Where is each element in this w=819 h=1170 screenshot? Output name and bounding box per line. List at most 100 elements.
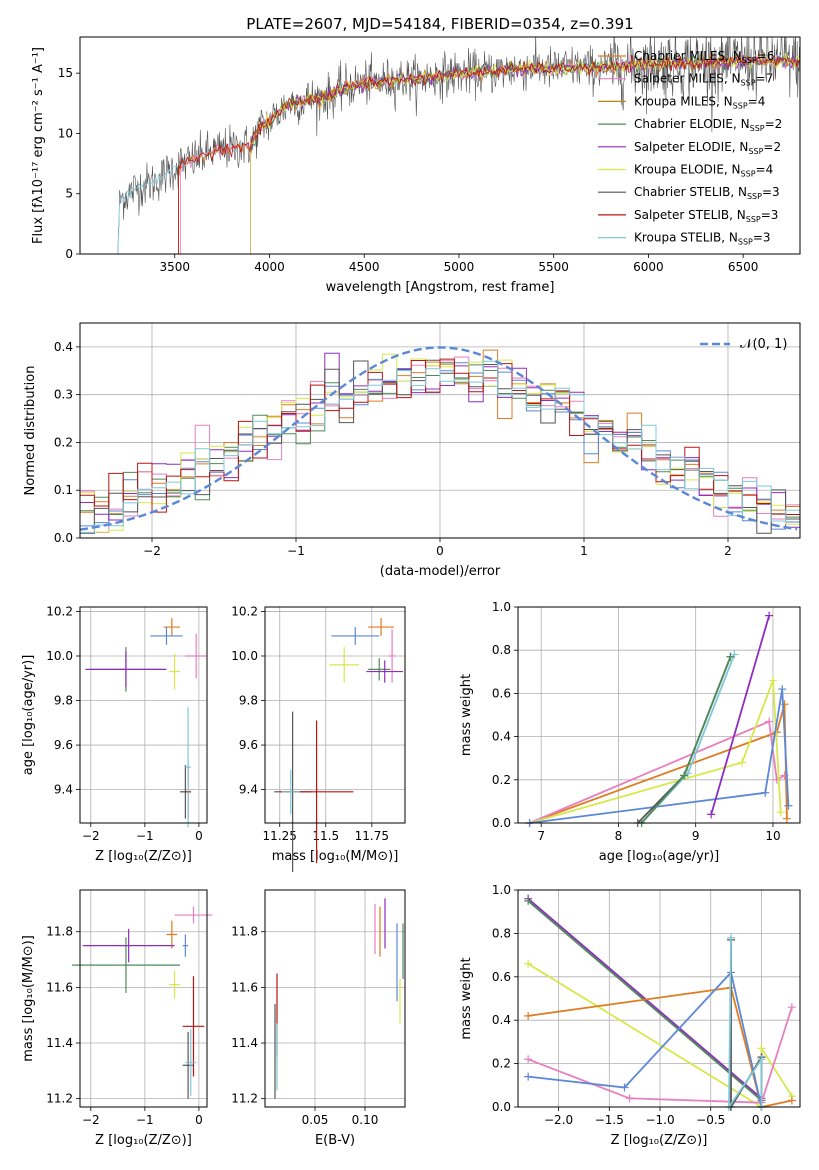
- errorbar-point: [182, 976, 205, 1077]
- y-tick-label: 0.3: [54, 388, 73, 402]
- x-tick-label: 6000: [633, 260, 664, 274]
- weight-line: [529, 688, 790, 824]
- y-tick-label: 11.2: [231, 1092, 258, 1106]
- plus-marker: [524, 959, 533, 968]
- residuals-panel: −2 −1 0 1 2 0.0 0.1 0.2 0.3 0.4 (data-model)/error…: [23, 322, 801, 579]
- weight-line: [529, 680, 782, 824]
- legend-entry: Salpeter MILES, NSSP=7: [634, 72, 773, 88]
- errorbar-point: [169, 970, 180, 999]
- x-tick-label: −1.0: [645, 1113, 674, 1127]
- x-tick-label: −1: [136, 1113, 154, 1127]
- y-tick-label: 5: [65, 187, 73, 201]
- plus-marker: [776, 808, 785, 817]
- x-axis-label: Z [log₁₀(Z/Z⊙)]: [95, 849, 192, 864]
- legend-entry: Chabrier ELODIE, NSSP=2: [634, 117, 782, 133]
- plus-marker: [738, 758, 747, 767]
- x-tick-label: 11.5: [312, 829, 339, 843]
- spectrum-panel: 3500 4000 4500 5000 5500 6000 6500 0 5 10 15 wavele…: [31, 36, 801, 295]
- plus-marker: [780, 700, 789, 709]
- y-tick-label: 0.6: [492, 970, 511, 984]
- errorbar-point: [182, 1031, 194, 1099]
- x-tick-label: 4000: [254, 260, 285, 274]
- plus-marker: [727, 933, 736, 942]
- y-tick-label: 0.4: [492, 1013, 511, 1027]
- plus-marker: [707, 810, 716, 819]
- x-tick-label: 5500: [538, 260, 569, 274]
- legend-entry: Salpeter ELODIE, NSSP=2: [634, 140, 781, 156]
- x-axis-label: (data-model)/error: [380, 564, 501, 579]
- y-tick-label: 10.0: [46, 649, 73, 663]
- spectrum-line: [250, 54, 800, 254]
- x-tick-label: 4500: [349, 260, 380, 274]
- x-axis-label: mass [log₁₀(M/M⊙)]: [272, 849, 399, 864]
- plus-marker: [524, 896, 533, 905]
- y-axis-label: age [log₁₀(age/yr)]: [21, 655, 36, 776]
- plus-marker: [524, 1011, 533, 1020]
- errorbar-point: [185, 707, 191, 828]
- x-axis-label: Z [log₁₀(Z/Z⊙)]: [95, 1133, 192, 1148]
- spectrum-line: [178, 52, 800, 254]
- x-tick-label: 0.0: [752, 1113, 771, 1127]
- y-tick-label: 11.2: [46, 1092, 73, 1106]
- x-tick-label: −2: [82, 1113, 100, 1127]
- plot-frame: [264, 606, 406, 824]
- errorbar-point: [71, 937, 180, 993]
- x-tick-label: −1.5: [595, 1113, 624, 1127]
- plus-marker: [768, 676, 777, 685]
- y-tick-label: 9.4: [239, 783, 258, 797]
- weight-line: [527, 898, 763, 1099]
- y-tick-label: 0.4: [492, 730, 511, 744]
- y-tick-label: 11.6: [231, 980, 258, 994]
- plot-frame: [79, 606, 208, 824]
- plot-frame: [264, 889, 406, 1108]
- errorbar-point: [150, 627, 183, 645]
- x-tick-label: 7: [537, 829, 545, 843]
- y-tick-label: 0.8: [492, 926, 511, 940]
- legend-entry: Kroupa STELIB, NSSP=3: [634, 231, 771, 247]
- plus-marker: [784, 801, 793, 810]
- y-tick-label: 0.4: [54, 340, 73, 354]
- plus-marker: [757, 1055, 766, 1064]
- plus-marker: [757, 1044, 766, 1053]
- x-tick-label: 8: [615, 829, 623, 843]
- plus-marker: [726, 652, 735, 661]
- x-tick-label: 6500: [728, 260, 759, 274]
- y-tick-label: 11.6: [46, 980, 73, 994]
- plus-marker: [680, 771, 689, 780]
- plus-marker: [761, 788, 770, 797]
- y-axis-label: mass [log₁₀(M/M⊙)]: [21, 935, 36, 1062]
- y-tick-label: 0.8: [492, 643, 511, 657]
- errorbar-point: [329, 647, 359, 683]
- weight-line: [527, 900, 763, 1102]
- y-tick-label: 15: [58, 66, 73, 80]
- y-tick-label: 10.2: [46, 604, 73, 618]
- spectrum-lines: [117, 37, 800, 254]
- y-tick-label: 11.4: [46, 1036, 73, 1050]
- plus-marker: [787, 1003, 796, 1012]
- y-axis-label: Flux [fλ10⁻¹⁷ erg cm⁻² s⁻¹ A⁻¹]: [31, 47, 46, 244]
- plus-marker: [524, 1055, 533, 1064]
- errorbar-point: [174, 906, 213, 924]
- errorbar-point: [366, 660, 404, 683]
- x-tick-label: 0: [436, 544, 444, 558]
- y-tick-label: 0.1: [54, 483, 73, 497]
- errorbar-point: [368, 658, 391, 681]
- x-tick-label: 0.10: [352, 1113, 379, 1127]
- x-tick-label: 0: [195, 829, 203, 843]
- x-tick-label: 1: [580, 544, 588, 558]
- plot-frame: [517, 606, 801, 824]
- x-tick-label: 3500: [159, 260, 190, 274]
- y-tick-label: 1.0: [492, 883, 511, 897]
- y-tick-label: 0.2: [492, 773, 511, 787]
- y-tick-label: 9.4: [54, 783, 73, 797]
- errorbar-point: [166, 920, 178, 949]
- y-tick-label: 0.0: [492, 1100, 511, 1114]
- plot-frame: [79, 322, 801, 539]
- y-tick-label: 10: [58, 126, 73, 140]
- plus-marker: [765, 717, 774, 726]
- weight_vs_age-panel: 7 8 9 10 0.0 0.2 0.4 0.6 0.8 1.0 age [log₁₀(age/yr…: [459, 600, 801, 864]
- weight-line: [728, 937, 763, 1110]
- y-tick-label: 9.6: [239, 738, 258, 752]
- y-tick-label: 0.0: [54, 531, 73, 545]
- spectrum-line: [250, 53, 800, 254]
